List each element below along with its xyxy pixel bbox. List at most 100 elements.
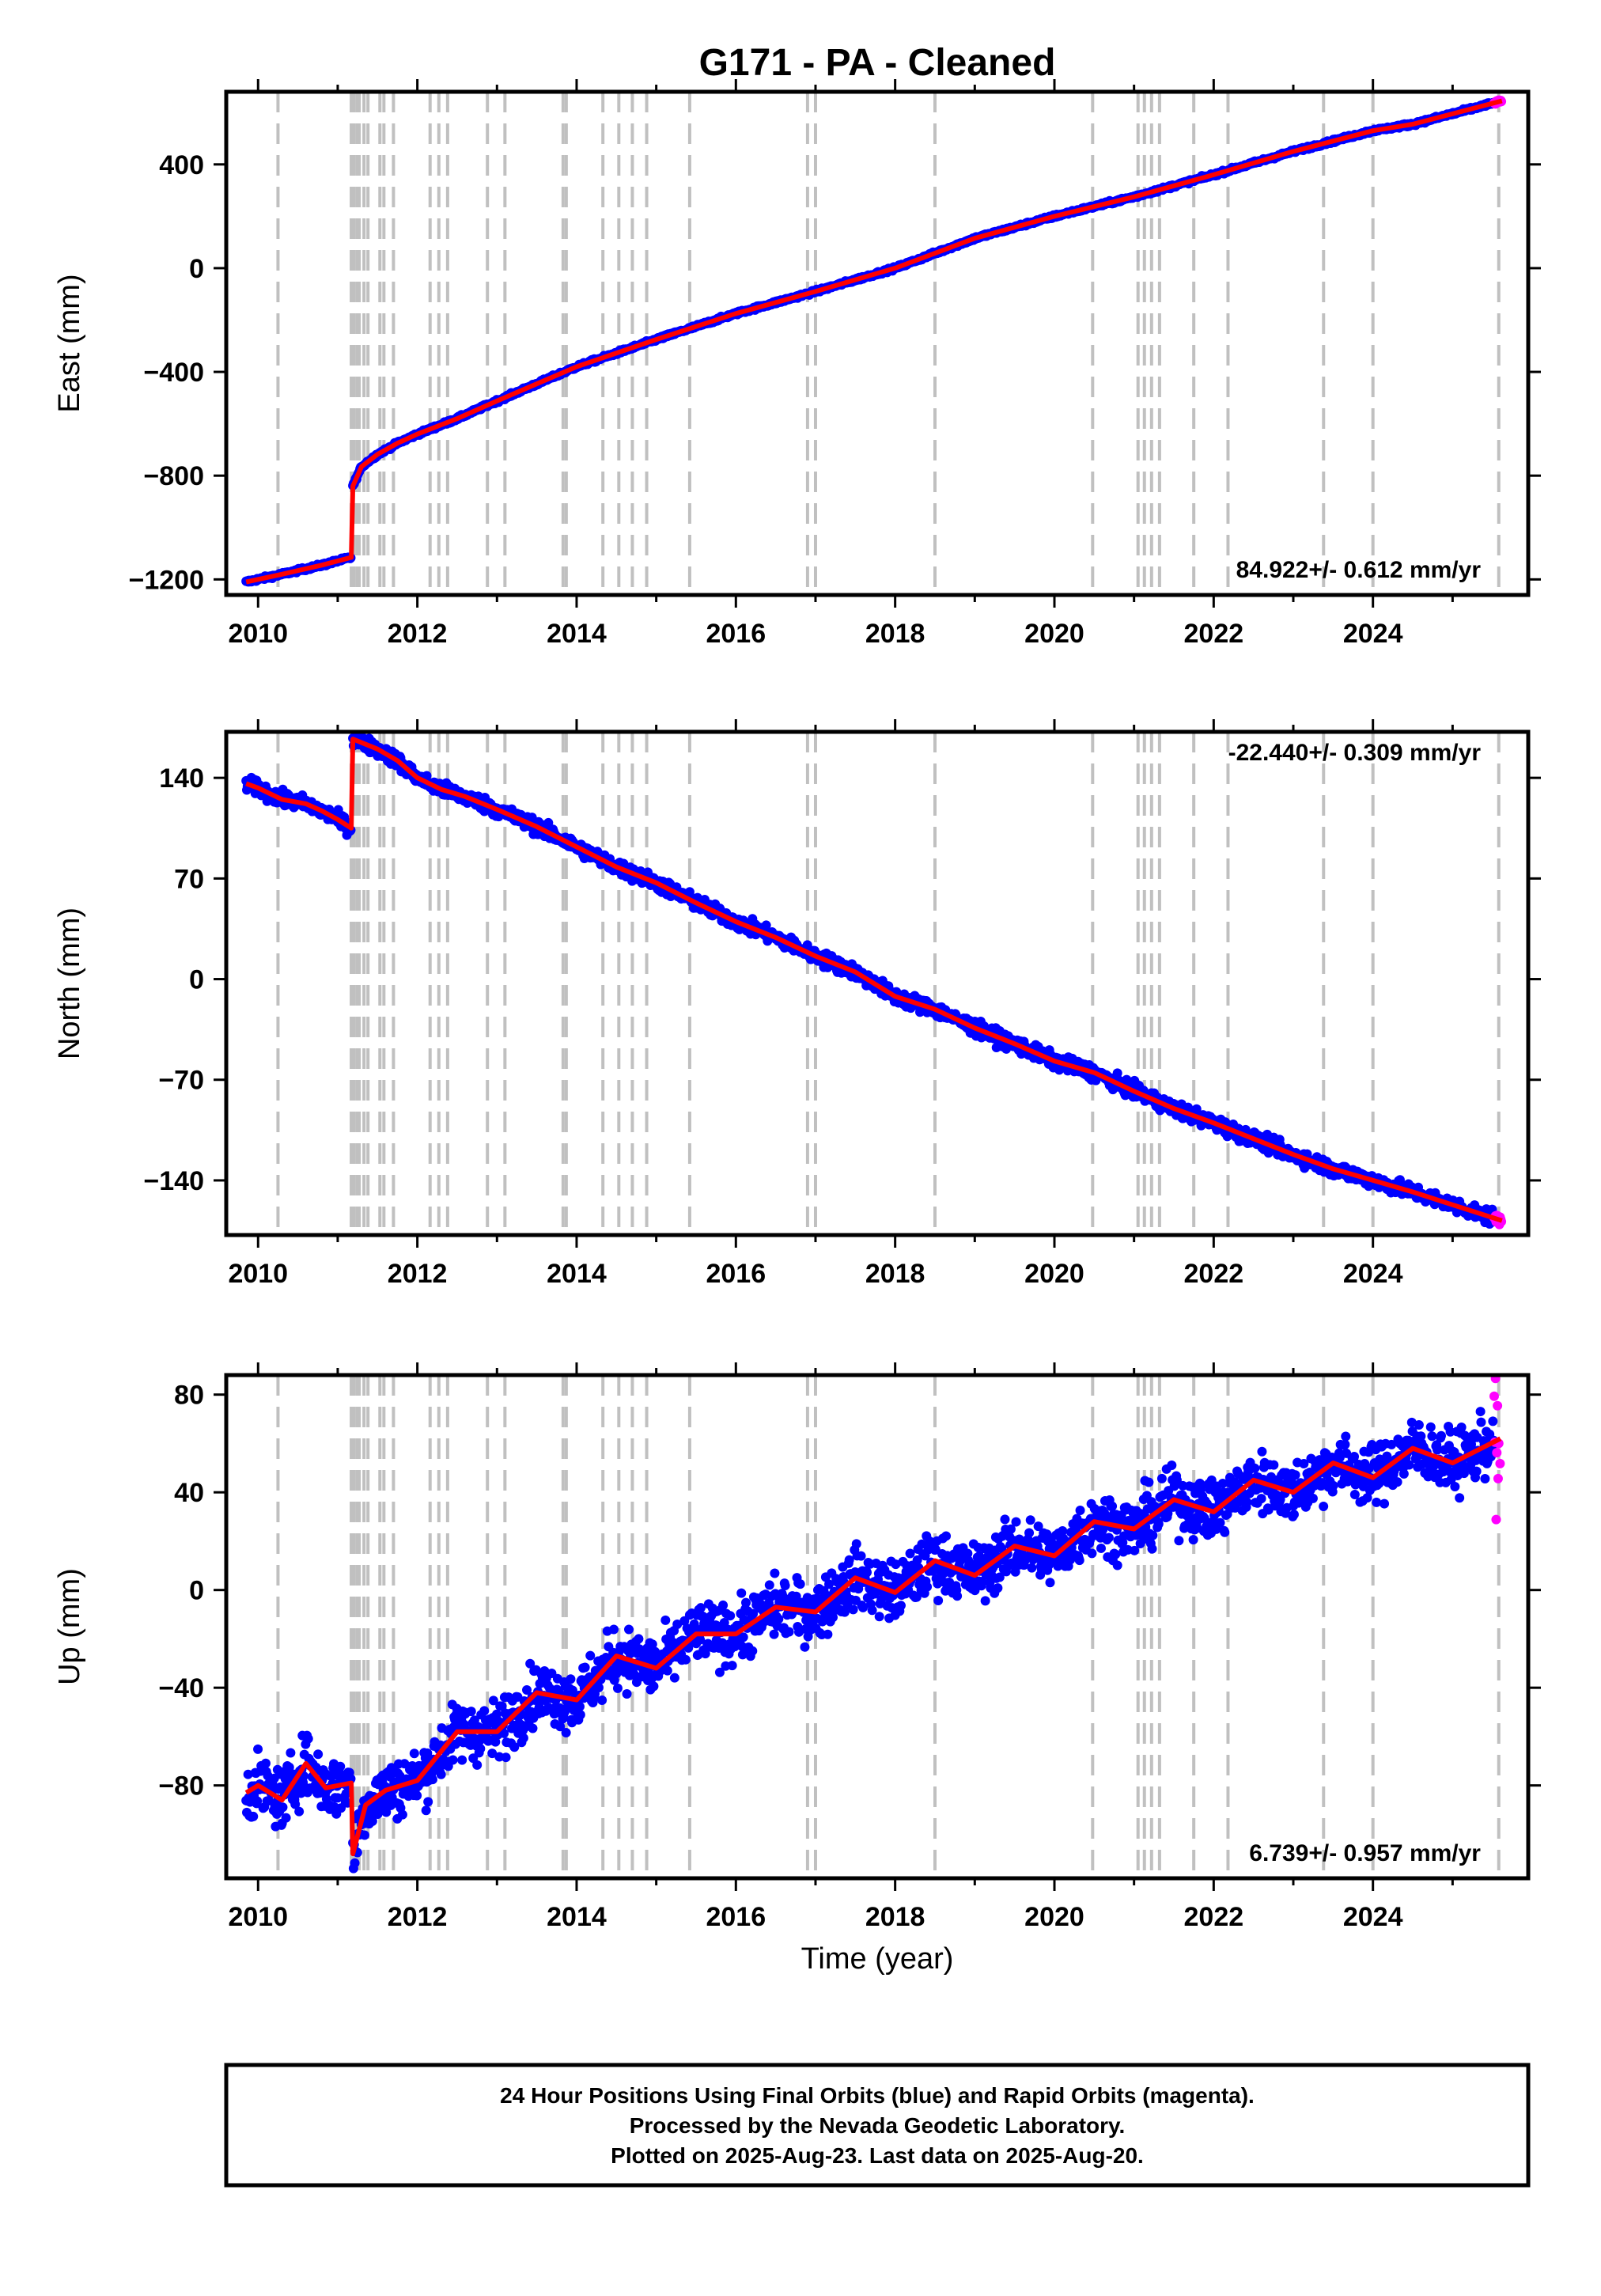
y-axis-east: −1200 −800 −400 0 400 [129, 150, 1541, 595]
final-orbit-point [281, 1813, 291, 1823]
final-orbit-point [475, 1744, 486, 1754]
y-tick-label: 140 [159, 763, 204, 794]
final-orbit-point [769, 1629, 779, 1639]
final-orbit-point [727, 1661, 737, 1671]
final-orbit-point [499, 1728, 509, 1738]
final-orbit-point [828, 1612, 838, 1623]
y-tick-label: −400 [143, 358, 204, 388]
x-tick-label: 2020 [1024, 1259, 1084, 1289]
final-orbit-point [566, 1674, 576, 1684]
y-tick-label: 0 [189, 254, 204, 284]
final-orbit-point [346, 1774, 356, 1784]
final-orbit-point [593, 1682, 604, 1692]
y-tick-label: −140 [143, 1166, 204, 1196]
final-orbit-point [761, 920, 771, 930]
final-orbit-point [725, 1611, 736, 1621]
x-tick-label: 2018 [865, 1259, 925, 1289]
final-orbit-point [555, 1722, 566, 1732]
y-tick-label: −800 [143, 461, 204, 491]
final-orbit-point [522, 1684, 532, 1695]
final-orbit-point [423, 1797, 433, 1807]
final-orbit-point [543, 817, 554, 828]
final-orbit-point [738, 1632, 748, 1642]
final-orbit-point [622, 1689, 632, 1699]
final-orbit-point [634, 1634, 644, 1644]
final-orbit-point [409, 1749, 419, 1759]
final-orbit-point [791, 1591, 801, 1601]
panel-north: 2010 2012 2014 2016 2018 2020 2022 2024−140−700… [53, 719, 1541, 1289]
final-orbit-point [774, 1614, 784, 1624]
x-tick-label: 2022 [1184, 619, 1244, 649]
final-orbit-point [479, 1706, 490, 1716]
model-line-east [245, 98, 1503, 585]
x-axis-north: 2010 2012 2014 2016 2018 2020 2022 2024 [228, 719, 1454, 1289]
x-tick-label: 2012 [388, 619, 448, 649]
final-orbit-point [350, 1858, 360, 1868]
x-tick-label: 2018 [865, 619, 925, 649]
x-tick-label: 2010 [228, 619, 288, 649]
final-orbit-point [844, 1555, 854, 1565]
final-orbit-point [335, 1761, 346, 1771]
final-orbit-point [770, 1568, 780, 1578]
x-tick-label: 2016 [706, 619, 766, 649]
final-orbit-point [695, 1635, 706, 1645]
final-orbit-point [487, 1749, 498, 1759]
event-lines-north [276, 732, 1501, 1235]
final-orbit-point [397, 1809, 407, 1820]
model-line-north [245, 737, 1503, 1223]
x-axis-east: 2010 2012 2014 2016 2018 2020 2022 2024 [228, 79, 1454, 649]
final-orbit-point [736, 1588, 747, 1598]
x-tick-label: 2010 [228, 1259, 288, 1289]
final-orbit-point [784, 1627, 794, 1637]
final-orbit-point [764, 1580, 774, 1590]
final-orbit-point [660, 1615, 671, 1625]
x-tick-label: 2014 [547, 1259, 607, 1289]
x-tick-label: 2014 [547, 619, 607, 649]
final-orbit-point [695, 1603, 706, 1613]
final-orbit-point [649, 1681, 659, 1692]
x-tick-label: 2016 [706, 1259, 766, 1289]
model-fit-line [245, 737, 1503, 1223]
final-orbit-point [518, 1733, 528, 1743]
y-tick-label: −70 [158, 1066, 204, 1096]
final-orbit-point [714, 1667, 725, 1677]
final-orbit-point [574, 1702, 585, 1712]
final-orbit-point [422, 771, 432, 781]
final-orbit-point [525, 1658, 536, 1669]
event-lines-east [276, 92, 1501, 595]
final-orbit-point [608, 1624, 619, 1635]
panel-up: 2010 2012 2014 2016 2018 2020 2022 2024−80−4004… [53, 1362, 1541, 1932]
final-orbit-point [719, 1617, 729, 1627]
final-orbit-point [680, 1654, 691, 1665]
final-orbit-point [662, 1665, 672, 1676]
final-orbit-point [286, 1748, 296, 1758]
final-orbit-point [567, 1685, 577, 1695]
rate-label: 84.922+/- 0.612 mm/yr [1236, 557, 1482, 583]
final-orbit-point [718, 1600, 729, 1610]
final-orbit-point [612, 1683, 623, 1693]
final-orbit-point [823, 1629, 833, 1639]
final-orbit-point [597, 1695, 607, 1705]
final-orbit-point [647, 1639, 657, 1650]
final-orbit-point [800, 1642, 810, 1652]
x-tick-label: 2020 [1024, 619, 1084, 649]
y-axis-label: North (mm) [53, 907, 86, 1059]
final-orbit-point [252, 1796, 263, 1806]
final-orbit-point [490, 1737, 501, 1747]
y-tick-label: −1200 [129, 565, 205, 595]
final-orbit-point [466, 1707, 476, 1717]
final-orbit-point [264, 1795, 274, 1805]
x-tick-label: 2024 [1343, 1259, 1403, 1289]
y-tick-label: 400 [159, 150, 204, 180]
final-orbit-point [501, 1752, 511, 1763]
final-orbit-point [412, 1790, 422, 1801]
x-tick-label: 2012 [388, 1259, 448, 1289]
y-axis-label: East (mm) [53, 274, 86, 412]
final-orbit-point [248, 1811, 259, 1821]
final-orbit-point [580, 1662, 590, 1673]
plot-frame [224, 89, 1531, 597]
final-orbit-point [457, 1755, 467, 1765]
final-orbit-point [585, 1650, 596, 1661]
final-orbit-point [253, 1744, 263, 1754]
plot-frame [224, 729, 1531, 1237]
